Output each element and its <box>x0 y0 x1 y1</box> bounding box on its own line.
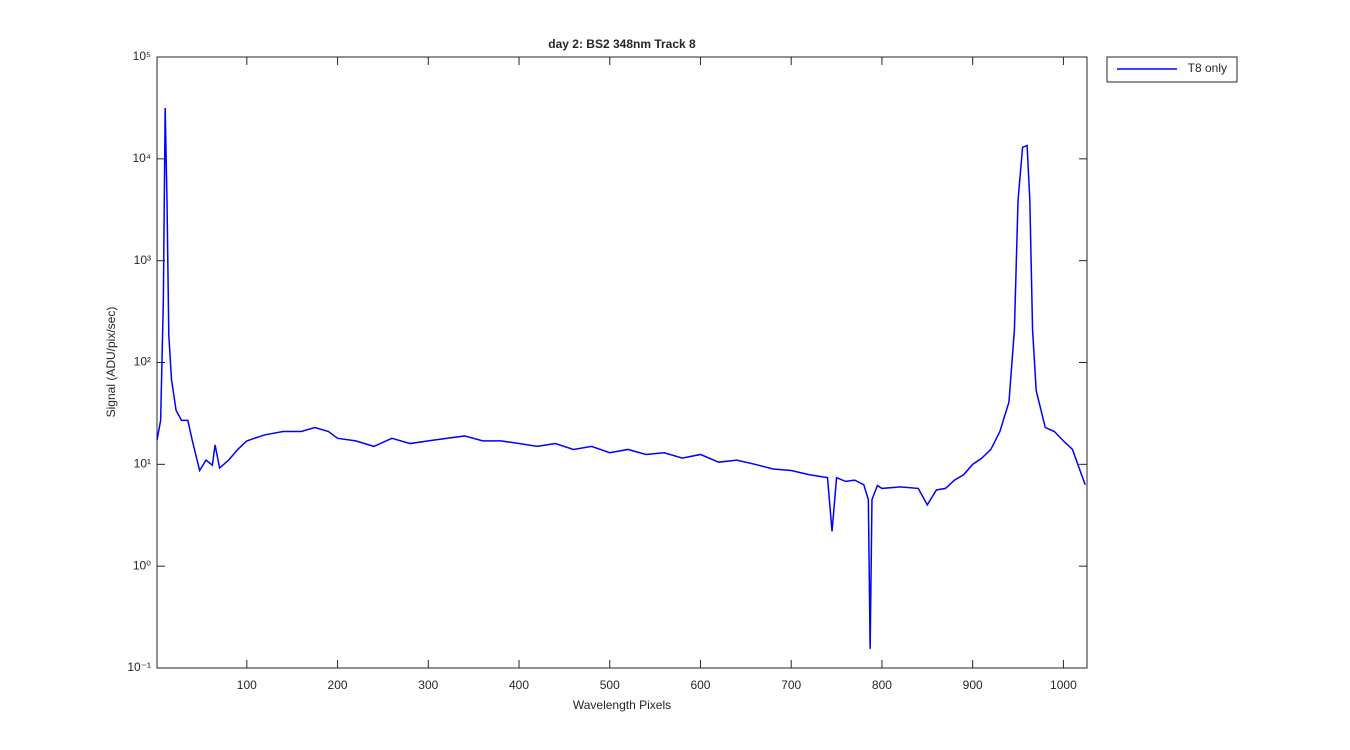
x-tick-label: 400 <box>509 678 529 692</box>
legend-label: T8 only <box>1188 61 1227 75</box>
x-tick-label: 500 <box>600 678 620 692</box>
y-tick-label: 10⁵ <box>133 49 151 63</box>
y-tick-label: 10⁴ <box>132 151 151 165</box>
x-tick-label: 300 <box>418 678 438 692</box>
x-tick-label: 900 <box>963 678 983 692</box>
x-tick-label: 800 <box>872 678 892 692</box>
x-tick-label: 200 <box>328 678 348 692</box>
y-tick-label: 10⁻¹ <box>127 660 151 674</box>
y-tick-label: 10¹ <box>134 457 151 471</box>
y-tick-label: 10³ <box>134 253 151 267</box>
x-tick-label: 1000 <box>1050 678 1077 692</box>
chart-title: day 2: BS2 348nm Track 8 <box>548 37 696 51</box>
data-line <box>156 107 1086 649</box>
plot-area <box>156 56 1088 669</box>
x-axis-label: Wavelength Pixels <box>573 698 671 712</box>
y-axis-label: Signal (ADU/pix/sec) <box>104 307 118 418</box>
x-tick-label: 600 <box>690 678 710 692</box>
y-tick-label: 10⁰ <box>133 558 151 572</box>
y-tick-label: 10² <box>134 355 151 369</box>
x-tick-label: 100 <box>237 678 257 692</box>
x-tick-label: 700 <box>781 678 801 692</box>
